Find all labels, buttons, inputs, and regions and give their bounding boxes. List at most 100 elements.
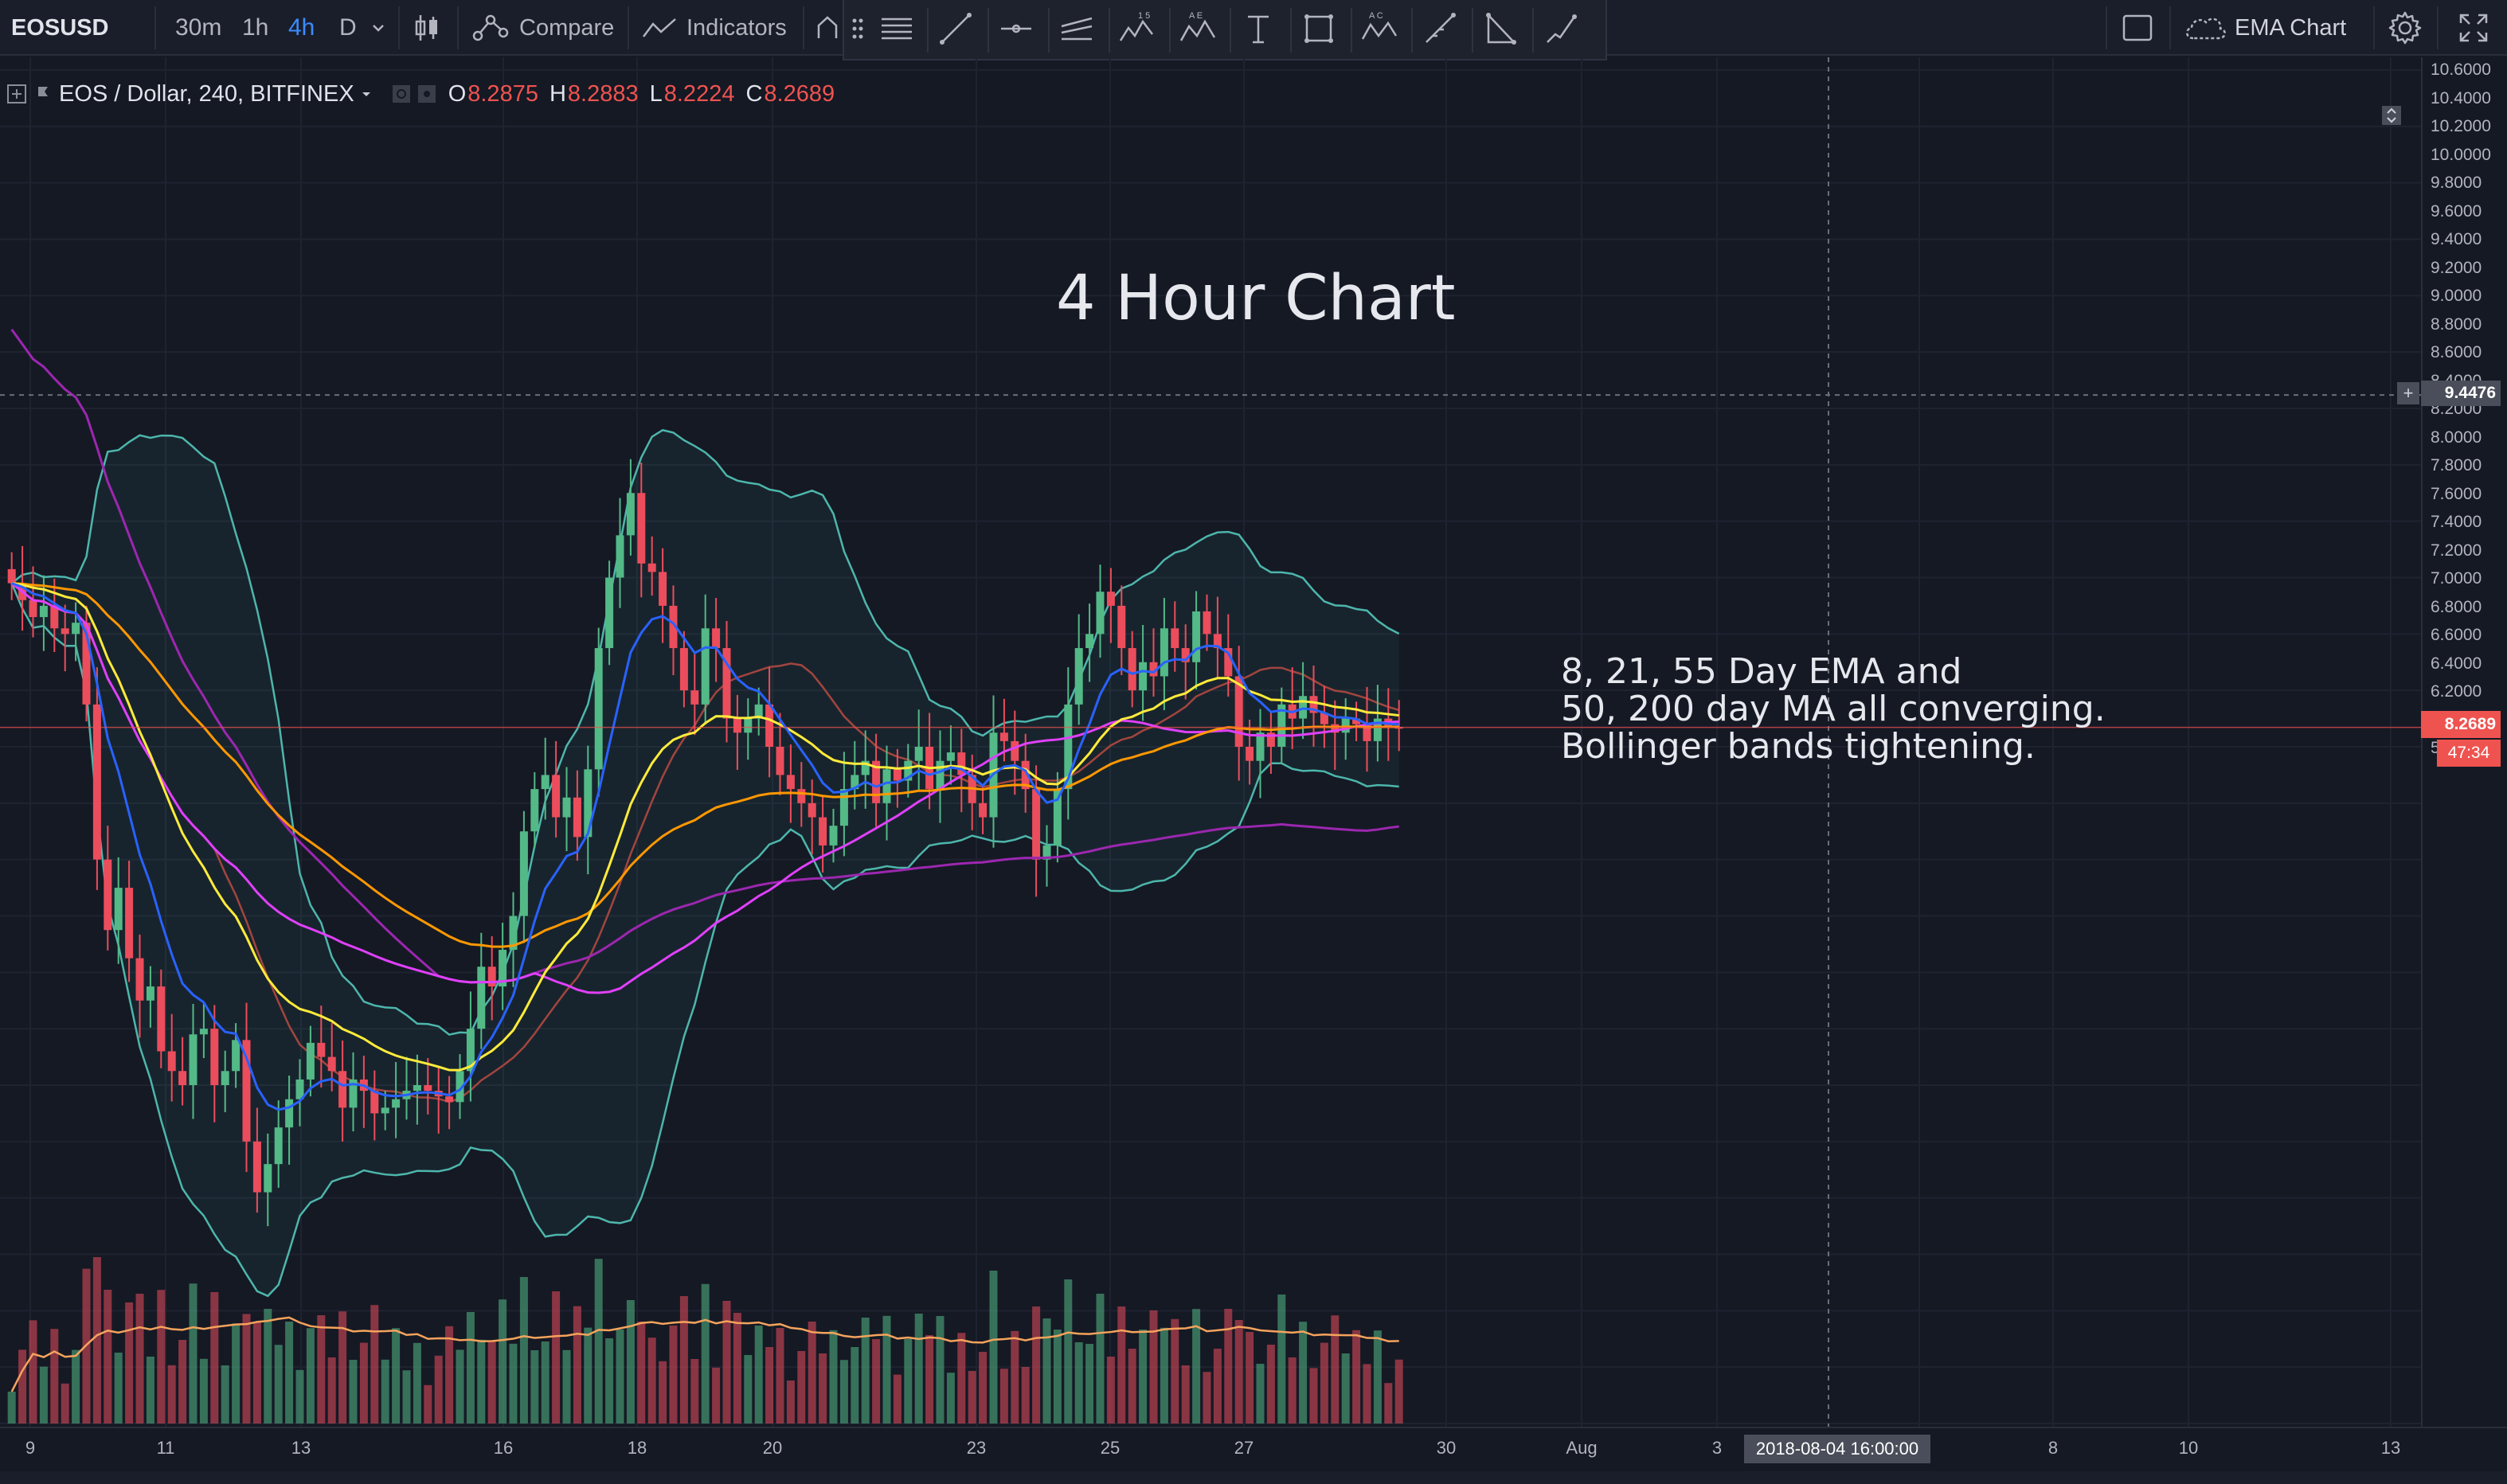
chart-annotation-title[interactable]: 4 Hour Chart — [1056, 263, 1456, 334]
toolbar-divider — [628, 6, 629, 49]
price-chart[interactable] — [0, 57, 2421, 1427]
interval-d[interactable]: D — [339, 14, 357, 41]
drag-handle-icon[interactable] — [844, 5, 871, 53]
volume-bar — [893, 1374, 902, 1423]
harmonic-pattern-tool-icon[interactable]: A C — [1355, 5, 1403, 53]
pitchfork-tool-icon[interactable] — [1053, 5, 1101, 53]
svg-text:A C: A C — [1369, 11, 1383, 21]
trend-line-tool-icon[interactable] — [932, 5, 980, 53]
volume-bar — [50, 1329, 59, 1423]
drawing-toolbar: 1 5 A E A C — [843, 0, 1607, 61]
volume-bar — [274, 1345, 283, 1423]
horizontal-line-tool-icon[interactable] — [992, 5, 1040, 53]
time-tick-label: Aug — [1566, 1438, 1598, 1458]
toolbar-divider — [154, 6, 156, 49]
triangle-pattern-tool-icon[interactable] — [1476, 5, 1524, 53]
symbol-search-button[interactable]: EOSUSD — [11, 14, 109, 41]
save-layout-button[interactable]: EMA Chart — [2184, 0, 2346, 56]
ema-21-line — [11, 582, 1399, 1072]
rectangle-tool-icon[interactable] — [1295, 5, 1343, 53]
legend-visibility-icon[interactable] — [391, 84, 412, 104]
candle-body — [999, 732, 1008, 741]
price-tick-label: 9.6000 — [2431, 201, 2482, 221]
volume-bar — [189, 1283, 198, 1423]
toolbar-divider — [1048, 8, 1050, 53]
bollinger-lower-band — [10, 583, 1399, 1298]
candle-body — [819, 817, 827, 845]
time-tick-label: 13 — [2380, 1438, 2401, 1458]
volume-bar — [744, 1355, 753, 1423]
price-tick-label: 7.0000 — [2431, 569, 2482, 588]
fullscreen-expand-icon[interactable] — [2458, 0, 2489, 56]
interval-1h[interactable]: 1h — [242, 14, 269, 41]
volume-bar — [851, 1347, 859, 1423]
toolbar-divider — [1169, 8, 1171, 53]
candle-body — [722, 648, 731, 719]
candle-body — [1213, 634, 1222, 649]
time-tick-label: 10 — [2178, 1438, 2199, 1458]
volume-bar — [1181, 1365, 1190, 1423]
scale-settings-icon[interactable] — [2381, 105, 2402, 126]
volume-bar — [701, 1283, 710, 1423]
volume-bar — [1266, 1345, 1275, 1423]
symbol-dropdown-icon[interactable] — [359, 87, 374, 101]
volume-bar — [157, 1290, 166, 1423]
fullscreen-layout-icon[interactable] — [2122, 0, 2153, 56]
chart-annotation-note[interactable]: 8, 21, 55 Day EMA and 50, 200 day MA all… — [1561, 653, 2106, 765]
toolbar-divider — [927, 8, 929, 53]
volume-bar — [221, 1365, 229, 1423]
candle-body — [264, 1164, 272, 1193]
time-tick-label: 20 — [762, 1438, 783, 1458]
volume-bar — [92, 1257, 101, 1423]
price-tick-label: 8.0000 — [2431, 428, 2482, 447]
compare-button[interactable]: Compare — [471, 0, 614, 56]
horizontal-lines-tool-icon[interactable] — [873, 5, 921, 53]
volume-bar — [1394, 1359, 1403, 1423]
chart-pane[interactable] — [0, 57, 2421, 1427]
interval-4h[interactable]: 4h — [288, 14, 315, 41]
symbol-description[interactable]: EOS / Dollar, 240, BITFINEX — [59, 80, 354, 107]
price-tick-label: 8.6000 — [2431, 343, 2482, 361]
abcd-pattern-tool-icon[interactable]: A E — [1174, 5, 1222, 53]
settings-gear-icon[interactable] — [2388, 0, 2423, 56]
candle-body — [584, 769, 593, 838]
volume-bar — [1331, 1315, 1340, 1423]
collapse-legend-icon[interactable] — [6, 84, 27, 104]
toolbar-divider — [1532, 8, 1534, 53]
volume-bar — [509, 1343, 518, 1423]
candle-body — [1085, 634, 1094, 649]
volume-bar — [819, 1353, 827, 1423]
measure-tool-icon[interactable] — [1416, 5, 1464, 53]
elliott-wave-tool-icon[interactable]: 1 5 — [1113, 5, 1161, 53]
candle-body — [104, 859, 112, 931]
time-scale[interactable] — [0, 1427, 2507, 1471]
add-alert-plus-icon[interactable]: + — [2397, 382, 2419, 404]
candle-body — [1064, 704, 1073, 790]
templates-icon[interactable] — [815, 0, 839, 56]
ma-50-line — [10, 582, 1399, 994]
candle-body — [712, 628, 721, 649]
toolbar-divider — [2106, 6, 2107, 49]
volume-bar — [167, 1365, 176, 1423]
time-tick-label: 25 — [1100, 1438, 1121, 1458]
candle-body — [904, 760, 913, 781]
candle-body — [1363, 724, 1371, 741]
candle-body — [1299, 696, 1308, 719]
candle-body — [776, 747, 784, 775]
volume-bar — [285, 1322, 294, 1423]
indicators-button[interactable]: Indicators — [642, 0, 787, 56]
candle-body — [1139, 662, 1148, 691]
candle-body — [733, 718, 741, 733]
text-tool-icon[interactable] — [1234, 5, 1282, 53]
volume-bar — [1213, 1349, 1222, 1423]
chart-type-candles-icon[interactable] — [413, 0, 441, 56]
legend-settings-icon[interactable] — [417, 84, 437, 104]
candle-body — [541, 775, 550, 790]
brush-tool-icon[interactable] — [1537, 5, 1585, 53]
volume-bar — [659, 1361, 667, 1423]
volume-bar — [594, 1259, 603, 1423]
interval-dropdown-chevron-icon[interactable] — [370, 0, 387, 56]
volume-bar — [1352, 1330, 1361, 1423]
note-line: 50, 200 day MA all converging. — [1561, 689, 2106, 729]
interval-30m[interactable]: 30m — [175, 14, 222, 41]
